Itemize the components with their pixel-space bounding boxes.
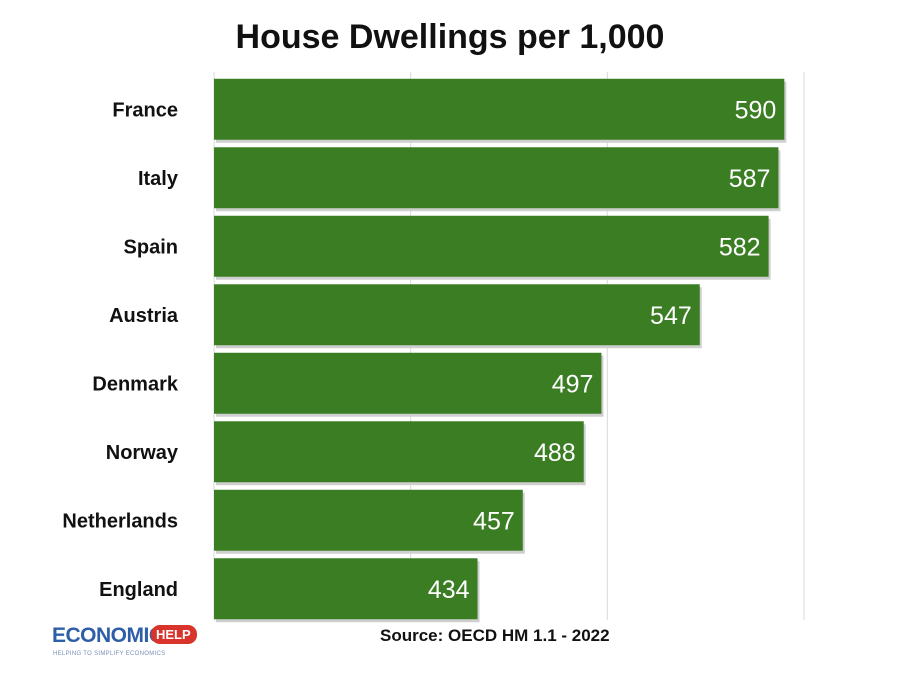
source-note: Source: OECD HM 1.1 - 2022 — [380, 626, 610, 645]
category-label: Austria — [109, 305, 179, 327]
bar — [214, 147, 779, 209]
data-label: 457 — [473, 507, 515, 535]
bar — [214, 215, 769, 277]
logo-tagline: HELPING TO SIMPLIFY ECONOMICS — [53, 651, 166, 657]
category-label: France — [112, 99, 178, 121]
economics-help-logo: ECONOMICS HELP HELPING TO SIMPLIFY ECONO… — [52, 622, 202, 666]
category-label: Spain — [124, 236, 178, 258]
data-label: 497 — [552, 370, 594, 398]
data-label: 434 — [428, 576, 470, 604]
logo-badge: HELP — [151, 625, 197, 644]
data-label: 590 — [735, 96, 777, 124]
bar — [214, 558, 478, 620]
bar — [214, 352, 602, 414]
bar — [214, 78, 785, 140]
data-label: 488 — [534, 439, 576, 467]
category-label: England — [99, 579, 178, 601]
data-label: 587 — [729, 165, 771, 193]
bar — [214, 489, 523, 551]
category-label: Norway — [106, 442, 179, 464]
category-label: Italy — [138, 168, 179, 190]
chart-title: House Dwellings per 1,000 — [235, 18, 665, 56]
logo-word: ECONOMICS — [52, 624, 178, 647]
category-label: Denmark — [92, 373, 178, 395]
bar — [214, 421, 584, 483]
bar — [214, 284, 700, 346]
data-label: 547 — [650, 302, 692, 330]
data-label: 582 — [719, 233, 761, 261]
category-label: Netherlands — [62, 510, 178, 532]
